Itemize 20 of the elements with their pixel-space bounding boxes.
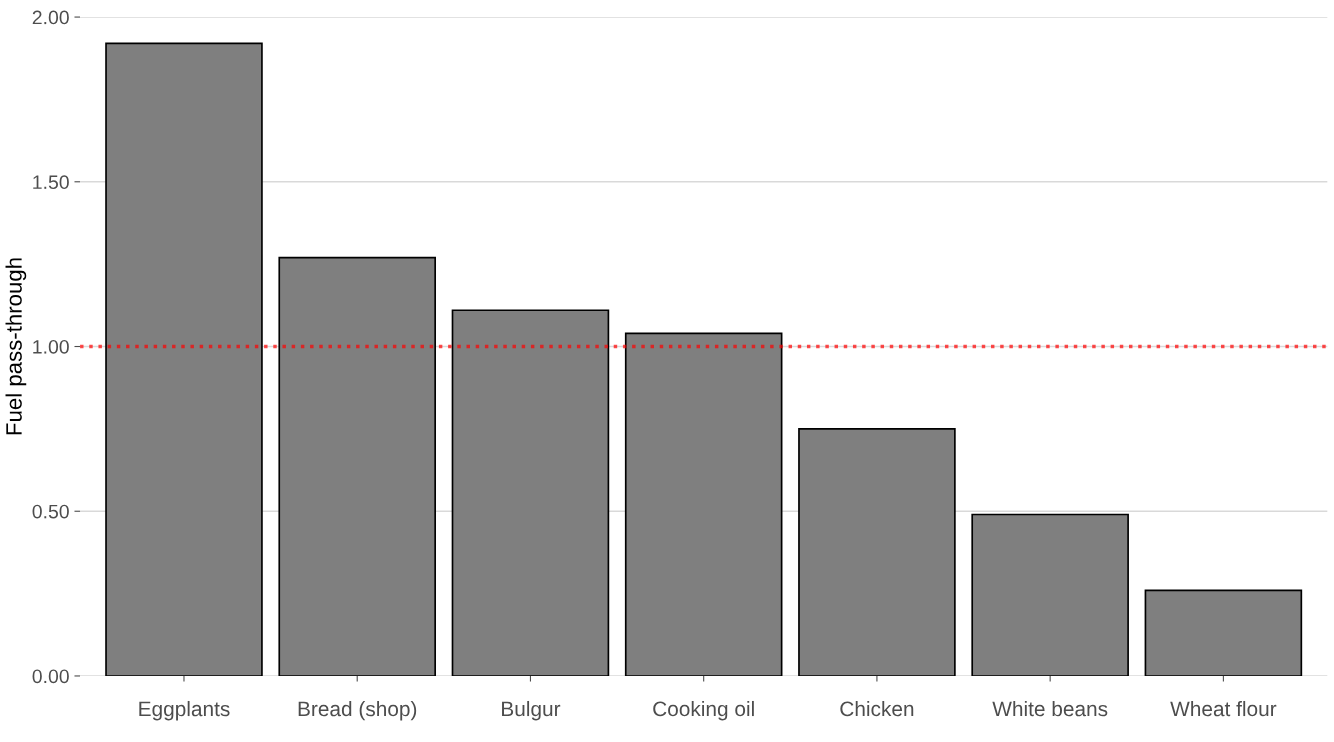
y-tick-label: 1.00 xyxy=(33,339,69,354)
y-axis-title: Fuel pass-through xyxy=(5,258,27,435)
bar xyxy=(451,309,610,676)
bar xyxy=(798,428,956,676)
y-tick-label: 1.50 xyxy=(33,175,69,190)
bar xyxy=(1144,589,1303,676)
x-tick-label: Bulgur xyxy=(502,700,561,721)
x-tick-label: Eggplants xyxy=(139,700,230,721)
y-tick-label: 0.50 xyxy=(32,504,69,519)
bar xyxy=(971,513,1129,676)
bar xyxy=(624,332,783,676)
x-tick-label: Bread (shop) xyxy=(298,700,417,721)
x-tick-label: White beans xyxy=(992,700,1108,717)
bar xyxy=(105,42,263,676)
bar xyxy=(278,256,437,676)
x-tick-label: Cooking oil xyxy=(653,700,754,721)
x-tick-label: Chicken xyxy=(840,700,914,717)
y-tick-label: 0.00 xyxy=(32,669,69,684)
x-tick-label: Wheat flour xyxy=(1170,700,1277,717)
y-tick-label: 2.00 xyxy=(32,10,69,25)
